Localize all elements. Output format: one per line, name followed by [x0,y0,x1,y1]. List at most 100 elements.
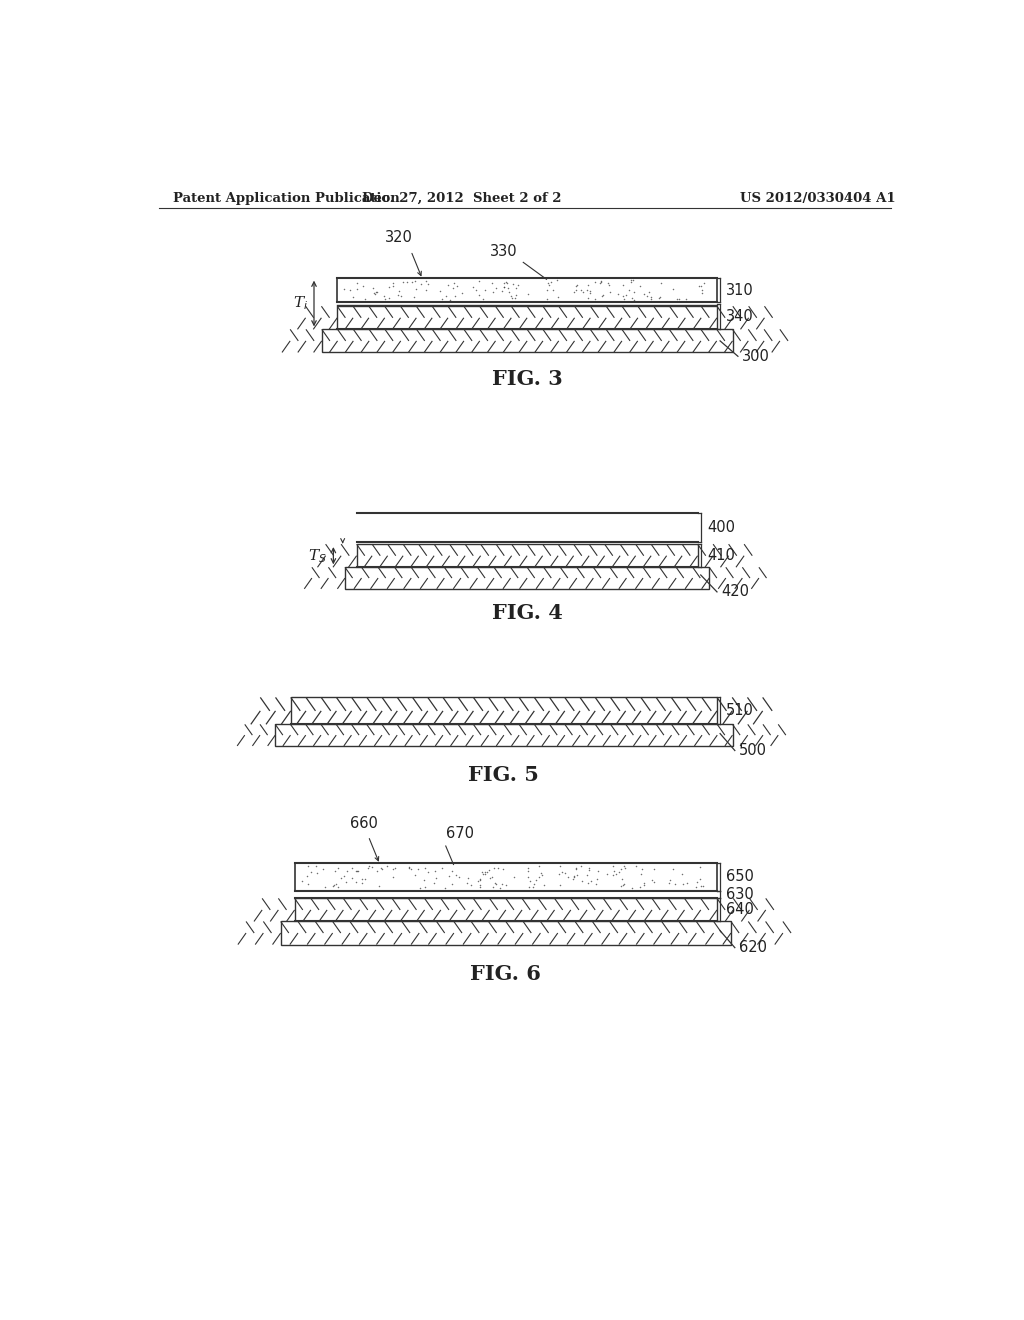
Point [616,288,633,309]
Point [336,279,352,300]
Point [611,861,628,882]
Point [333,867,349,888]
Point [377,289,393,310]
Point [545,280,561,301]
Point [484,272,501,293]
Point [364,855,380,876]
Bar [295,899,717,921]
Point [420,273,436,294]
Text: 500: 500 [738,743,767,758]
Point [374,858,390,879]
Point [425,873,441,894]
Point [521,876,538,898]
Point [592,272,608,293]
Point [446,285,463,306]
Text: 410: 410 [707,548,735,564]
Point [307,855,324,876]
Point [498,875,514,896]
Point [449,865,465,886]
Point [369,861,385,882]
Point [552,875,568,896]
Point [440,275,457,296]
Point [624,288,640,309]
Point [416,870,432,891]
Point [694,280,711,301]
Point [505,273,521,294]
Point [354,276,371,297]
Point [328,873,344,894]
Point [341,280,357,301]
Point [536,874,552,895]
Point [440,865,457,886]
Point [614,874,631,895]
Text: FIG. 3: FIG. 3 [492,370,562,389]
Point [541,275,557,296]
Point [589,869,605,890]
Point [652,272,669,293]
Point [551,863,567,884]
Point [501,281,517,302]
Point [610,282,627,304]
Point [410,858,426,879]
Point [357,869,374,890]
Point [565,866,582,887]
Point [344,858,360,879]
Point [487,277,504,298]
Point [688,876,705,898]
Bar [295,891,717,899]
Point [615,285,632,306]
Point [549,269,565,290]
Bar [281,921,731,945]
Point [607,863,624,884]
Point [508,285,524,306]
Point [483,867,500,888]
Point [632,876,648,898]
Point [634,858,650,879]
Point [679,873,695,894]
Point [479,861,496,882]
Point [520,861,537,882]
Point [667,874,683,895]
Point [567,276,584,297]
Point [530,855,547,876]
Point [692,869,709,890]
Point [348,861,365,882]
Point [444,861,461,882]
Point [376,285,392,306]
Point [496,272,512,293]
Point [325,875,341,896]
Point [316,876,333,898]
Point [662,870,678,891]
Point [369,281,385,302]
Point [623,269,639,290]
Point [326,875,342,896]
Point [381,288,397,309]
Point [579,865,595,886]
Point [671,288,687,309]
Point [434,289,451,310]
Bar [295,863,717,891]
Point [540,272,556,293]
Point [444,874,461,895]
Point [519,284,536,305]
Point [633,863,649,884]
Text: FIG. 5: FIG. 5 [468,766,540,785]
Point [408,271,424,292]
Point [476,862,493,883]
Point [580,873,596,894]
Point [403,272,420,293]
Point [689,873,706,894]
Point [593,271,609,292]
Point [645,859,662,880]
Point [368,281,384,302]
Point [472,870,488,891]
Bar [291,697,717,725]
Point [474,862,490,883]
Point [660,873,677,894]
Point [468,280,484,301]
Point [605,855,622,876]
Bar [275,725,732,746]
Point [587,272,603,293]
Point [636,282,652,304]
Point [641,281,657,302]
